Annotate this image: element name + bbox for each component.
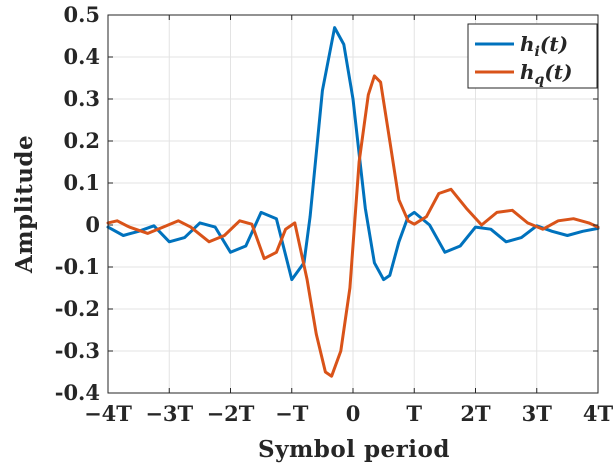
tick-marks xyxy=(107,14,599,394)
legend-label-h-q: hq(t) xyxy=(520,60,573,88)
y-tick-label: -0.3 xyxy=(55,338,100,363)
y-tick-label: 0.1 xyxy=(63,170,100,195)
legend-label-h-q-arg: (t) xyxy=(544,60,572,84)
legend-label-h-i-base: h xyxy=(520,32,535,56)
x-tick-label: −4T xyxy=(84,401,132,426)
legend-label-h-i-arg: (t) xyxy=(540,32,568,56)
y-tick-label: 0.3 xyxy=(63,86,100,111)
y-tick-label: 0.4 xyxy=(63,44,100,69)
x-tick-label: T xyxy=(406,401,422,426)
legend-label-h-i: hi(t) xyxy=(520,32,568,60)
x-tick-label: −3T xyxy=(145,401,193,426)
legend-label-h-q-base: h xyxy=(520,60,535,84)
y-axis-label: Amplitude xyxy=(11,135,38,274)
series-line-h-q xyxy=(106,74,600,378)
x-axis-label: Symbol period xyxy=(258,436,450,463)
series-layer xyxy=(106,26,600,378)
x-tick-label: −2T xyxy=(207,401,255,426)
x-tick-label: −T xyxy=(275,401,309,426)
y-tick-label: -0.1 xyxy=(55,254,100,279)
legend-box xyxy=(467,23,598,89)
x-tick-label: 4T xyxy=(583,401,614,426)
x-axis-tick-labels: −4T −3T −2T −T 0 T 2T 3T 4T xyxy=(84,401,613,426)
y-axis-tick-labels: -0.4 -0.3 -0.2 -0.1 0 0.1 0.2 0.3 0.4 0.5 xyxy=(55,2,100,405)
legend: hi(t) hq(t) xyxy=(467,23,598,89)
legend-label-h-i-sub: i xyxy=(535,44,540,60)
x-tick-label: 2T xyxy=(460,401,491,426)
y-tick-label: 0 xyxy=(85,212,100,237)
x-tick-label: 0 xyxy=(346,401,361,426)
x-tick-label: 3T xyxy=(522,401,553,426)
y-tick-label: 0.2 xyxy=(63,128,100,153)
y-tick-label: -0.4 xyxy=(55,380,100,405)
y-tick-label: -0.2 xyxy=(55,296,100,321)
legend-label-h-q-sub: q xyxy=(535,72,545,88)
y-tick-label: 0.5 xyxy=(63,2,100,27)
